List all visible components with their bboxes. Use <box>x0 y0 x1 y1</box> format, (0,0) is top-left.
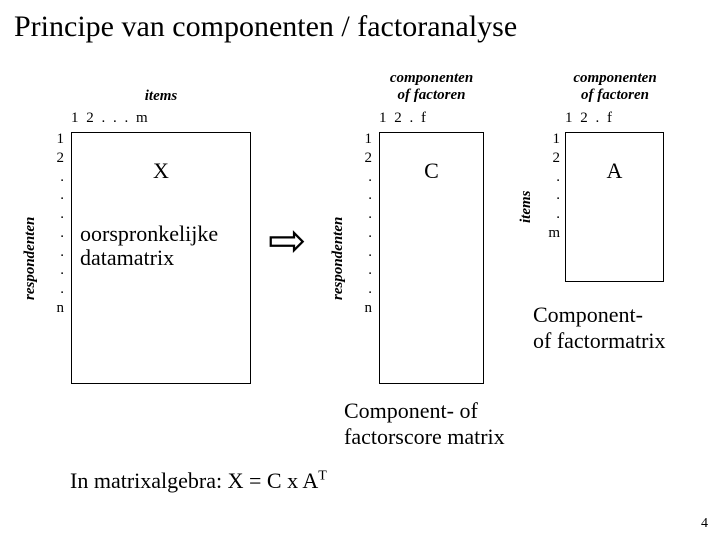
x-top-label: items <box>71 88 251 105</box>
matrix-x-letter: X <box>71 158 251 184</box>
c-row-marks: 1 2 . . . . . . . n <box>352 130 372 318</box>
slide-title: Principe van componenten / factoranalyse <box>14 10 517 44</box>
matrix-a-letter: A <box>565 158 664 184</box>
x-row-marks: 1 2 . . . . . . . n <box>44 130 64 318</box>
matrix-a-caption: Component- of factormatrix <box>533 302 666 354</box>
c-top-label: componenten of factoren <box>369 70 494 104</box>
equation-text: In matrixalgebra: X = C x A <box>70 468 318 493</box>
matrix-a-box <box>565 132 664 282</box>
c-col-marks: 1 2 . f <box>379 110 484 127</box>
equation-sup: T <box>318 469 327 484</box>
a-row-label: items <box>518 132 535 282</box>
c-row-label: respondenten <box>330 132 347 384</box>
equation-line: In matrixalgebra: X = C x AT <box>70 468 327 494</box>
a-col-marks: 1 2 . f <box>565 110 664 127</box>
a-top-label: componenten of factoren <box>555 70 675 104</box>
x-row-label: respondenten <box>22 132 39 384</box>
x-col-marks: 1 2 . . . m <box>71 110 251 127</box>
a-row-marks: 1 2 . . . m <box>540 130 560 243</box>
matrix-x-sublabel: oorspronkelijke datamatrix <box>80 222 218 270</box>
arrow-icon: ⇨ <box>268 218 307 264</box>
page-number: 4 <box>701 516 708 532</box>
matrix-c-caption: Component- of factorscore matrix <box>344 398 505 450</box>
matrix-c-letter: C <box>379 158 484 184</box>
